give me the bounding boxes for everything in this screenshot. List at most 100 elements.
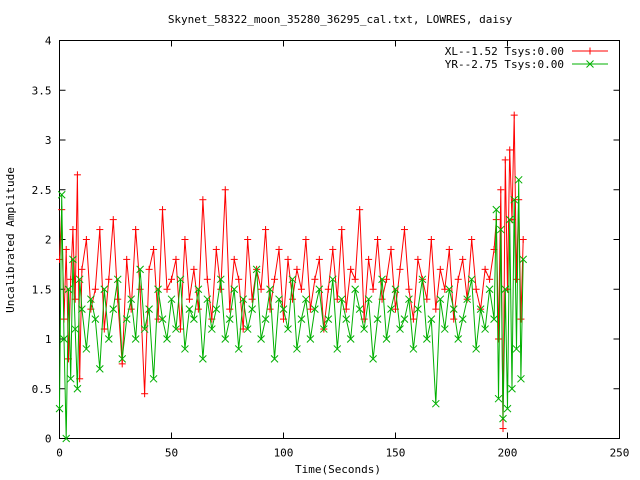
data-point	[172, 255, 180, 263]
data-point	[302, 236, 310, 243]
data-point	[351, 285, 360, 294]
y-tick-label: 2.5	[32, 184, 52, 197]
data-point	[216, 275, 225, 284]
data-point	[436, 265, 444, 273]
data-point	[64, 285, 73, 294]
data-point	[55, 404, 64, 413]
data-point	[512, 275, 520, 283]
data-point	[510, 111, 518, 119]
data-point	[78, 265, 86, 273]
data-point	[225, 315, 234, 323]
data-point	[131, 335, 140, 343]
data-point	[145, 265, 153, 273]
data-point	[109, 305, 118, 314]
data-point	[104, 335, 113, 343]
data-point	[270, 355, 279, 363]
data-point	[266, 285, 274, 294]
data-point	[514, 175, 523, 184]
x-tick-label: 0	[56, 447, 63, 460]
data-point	[494, 394, 503, 403]
data-point	[56, 255, 63, 263]
data-point	[459, 255, 467, 263]
legend-marker	[586, 60, 594, 68]
data-point	[505, 215, 514, 224]
series-1	[56, 111, 527, 433]
data-point	[105, 275, 113, 283]
data-point	[414, 305, 422, 314]
data-point	[476, 305, 485, 314]
data-point	[82, 236, 90, 243]
data-point	[194, 285, 203, 294]
legend-label: XL--1.52 Tsys:0.00	[445, 45, 564, 58]
data-point	[373, 315, 382, 323]
data-point	[418, 275, 427, 284]
data-point	[248, 295, 256, 303]
data-point	[181, 345, 189, 353]
data-point	[338, 226, 346, 234]
data-point	[207, 325, 216, 333]
data-point	[519, 255, 528, 264]
data-point	[481, 265, 489, 273]
data-point	[262, 226, 270, 234]
data-point	[306, 305, 314, 313]
data-point	[118, 355, 127, 363]
data-point	[432, 305, 440, 313]
data-point	[501, 285, 510, 294]
data-point	[185, 305, 194, 314]
data-point	[472, 345, 480, 353]
data-point	[60, 335, 68, 343]
data-point	[324, 315, 333, 323]
data-point	[311, 275, 319, 283]
legend-label: YR--2.75 Tsys:0.00	[445, 58, 564, 71]
data-point	[492, 205, 501, 214]
data-point	[355, 305, 364, 314]
data-point	[387, 305, 395, 314]
data-point	[436, 295, 445, 304]
data-point	[329, 245, 337, 253]
data-point	[159, 206, 167, 214]
data-point	[176, 275, 185, 284]
data-point	[69, 255, 77, 264]
data-point	[96, 226, 104, 234]
data-point	[501, 156, 509, 164]
data-point	[503, 404, 512, 413]
y-tick-label: 0.5	[32, 383, 52, 396]
data-point	[172, 325, 180, 333]
data-point	[423, 295, 431, 303]
data-point	[167, 295, 176, 304]
x-axis: 0 50 100 150 200 250	[56, 40, 629, 460]
data-point	[271, 275, 279, 283]
data-point	[382, 335, 391, 343]
data-point	[73, 384, 82, 393]
y-tick-label: 0	[45, 433, 52, 446]
data-point	[203, 275, 211, 283]
y-tick-label: 3.5	[32, 84, 52, 97]
data-point	[458, 315, 467, 323]
data-point	[185, 295, 193, 303]
data-point	[342, 315, 351, 323]
data-point	[181, 236, 189, 243]
data-point	[199, 196, 207, 204]
data-point	[114, 295, 122, 303]
data-point	[221, 335, 230, 343]
data-point	[396, 325, 404, 333]
data-point	[440, 325, 449, 333]
data-point	[365, 255, 373, 263]
data-point	[423, 335, 431, 343]
data-point	[288, 295, 296, 303]
data-point	[378, 275, 386, 284]
data-point	[328, 275, 337, 284]
data-point	[279, 305, 288, 314]
data-point	[244, 236, 252, 243]
data-point	[123, 255, 131, 263]
data-point	[346, 335, 355, 343]
data-point	[495, 335, 503, 343]
data-point	[481, 325, 489, 333]
data-point	[212, 305, 221, 314]
data-point	[154, 285, 162, 294]
data-point	[199, 355, 207, 363]
data-point	[257, 335, 265, 343]
data-point	[333, 345, 342, 353]
data-point	[266, 305, 274, 313]
